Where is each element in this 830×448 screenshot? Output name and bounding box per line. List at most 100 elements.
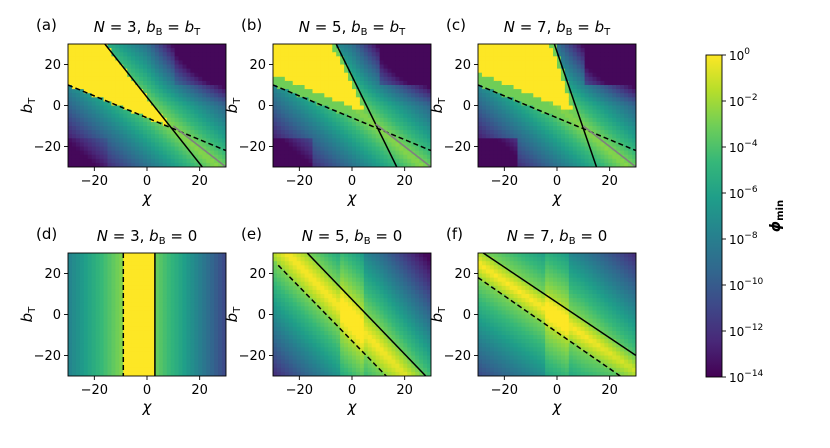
heatmap-cell [68, 97, 73, 102]
heatmap-cell [585, 159, 590, 164]
heatmap-cell [115, 290, 120, 295]
heatmap-cell [84, 327, 89, 332]
heatmap-cell [561, 130, 566, 135]
heatmap-cell [147, 290, 152, 295]
heatmap-cell [198, 306, 203, 311]
heatmap-cell [352, 122, 357, 127]
heatmap-cell [214, 134, 219, 139]
heatmap-cell [92, 85, 97, 90]
heatmap-cell [214, 253, 219, 258]
heatmap-cell [171, 73, 176, 78]
heatmap-cell [218, 110, 223, 115]
heatmap-cell [123, 85, 128, 90]
heatmap-cell [537, 147, 542, 152]
heatmap-cell [167, 360, 172, 365]
heatmap-cell [395, 56, 400, 61]
heatmap-cell [88, 306, 93, 311]
heatmap-cell [293, 130, 298, 135]
heatmap-cell [301, 118, 306, 123]
heatmap-cell [281, 274, 286, 279]
heatmap-cell [478, 44, 483, 49]
heatmap-cell [273, 257, 278, 262]
heatmap-cell [143, 343, 148, 348]
heatmap-cell [111, 368, 116, 373]
heatmap-cell [328, 159, 333, 164]
heatmap-cell [100, 118, 105, 123]
heatmap-cell [72, 315, 77, 320]
heatmap-cell [92, 106, 97, 111]
heatmap-cell [190, 97, 195, 102]
heatmap-cell [187, 282, 192, 287]
heatmap-cell [297, 126, 302, 131]
heatmap-cell [175, 269, 180, 274]
heatmap-cell [139, 151, 144, 156]
heatmap-cell [68, 114, 73, 119]
heatmap-cell [92, 310, 97, 315]
heatmap-cell [214, 81, 219, 86]
heatmap-cell [356, 142, 361, 147]
heatmap-cell [76, 134, 81, 139]
heatmap-cell [179, 101, 184, 106]
heatmap-cell [364, 44, 369, 49]
heatmap-cell [395, 60, 400, 65]
heatmap-cell [135, 65, 140, 70]
heatmap-cell [537, 134, 542, 139]
heatmap-cell [143, 261, 148, 266]
heatmap-cell [486, 81, 491, 86]
heatmap-cell [368, 151, 373, 156]
heatmap-cell [198, 339, 203, 344]
heatmap-cell [135, 159, 140, 164]
heatmap-cell [151, 110, 156, 115]
heatmap-cell [183, 331, 188, 336]
heatmap-cell [340, 65, 345, 70]
heatmap-cell [498, 151, 503, 156]
heatmap-cell [415, 60, 420, 65]
heatmap-cell [88, 298, 93, 303]
heatmap-cell [403, 130, 408, 135]
heatmap-cell [108, 69, 113, 74]
heatmap-cell [115, 360, 120, 365]
heatmap-cell [96, 159, 101, 164]
heatmap-cell [151, 155, 156, 160]
heatmap-cell [139, 81, 144, 86]
heatmap-cell [518, 151, 523, 156]
heatmap-cell [289, 44, 294, 49]
heatmap-cell [285, 257, 290, 262]
heatmap-cell [72, 73, 77, 78]
heatmap-cell [143, 60, 148, 65]
heatmap-cell [502, 85, 507, 90]
heatmap-cell [119, 126, 124, 131]
heatmap-cell [289, 77, 294, 82]
heatmap-cell [72, 65, 77, 70]
heatmap-cell [175, 294, 180, 299]
heatmap-cell [332, 89, 337, 94]
heatmap-cell [76, 360, 81, 365]
heatmap-cell [553, 106, 558, 111]
heatmap-cell [506, 147, 511, 152]
heatmap-cell [581, 110, 586, 115]
heatmap-cell [521, 89, 526, 94]
heatmap-cell [506, 85, 511, 90]
heatmap-cell [332, 69, 337, 74]
heatmap-cell [273, 294, 278, 299]
heatmap-cell [549, 56, 554, 61]
heatmap-cell [80, 93, 85, 98]
heatmap-cell [340, 85, 345, 90]
heatmap-cell [328, 52, 333, 57]
heatmap-cell [84, 331, 89, 336]
heatmap-cell [502, 73, 507, 78]
heatmap-cell [190, 257, 195, 262]
heatmap-cell [159, 286, 164, 291]
heatmap-cell [68, 282, 73, 287]
heatmap-cell [218, 319, 223, 324]
heatmap-cell [486, 114, 491, 119]
heatmap-cell [167, 327, 172, 332]
heatmap-cell [273, 130, 278, 135]
heatmap-cell [115, 282, 120, 287]
heatmap-cell [175, 85, 180, 90]
heatmap-cell [183, 286, 188, 291]
heatmap-cell [210, 56, 215, 61]
heatmap-cell [419, 93, 424, 98]
heatmap-cell [545, 151, 550, 156]
heatmap-cell [214, 356, 219, 361]
